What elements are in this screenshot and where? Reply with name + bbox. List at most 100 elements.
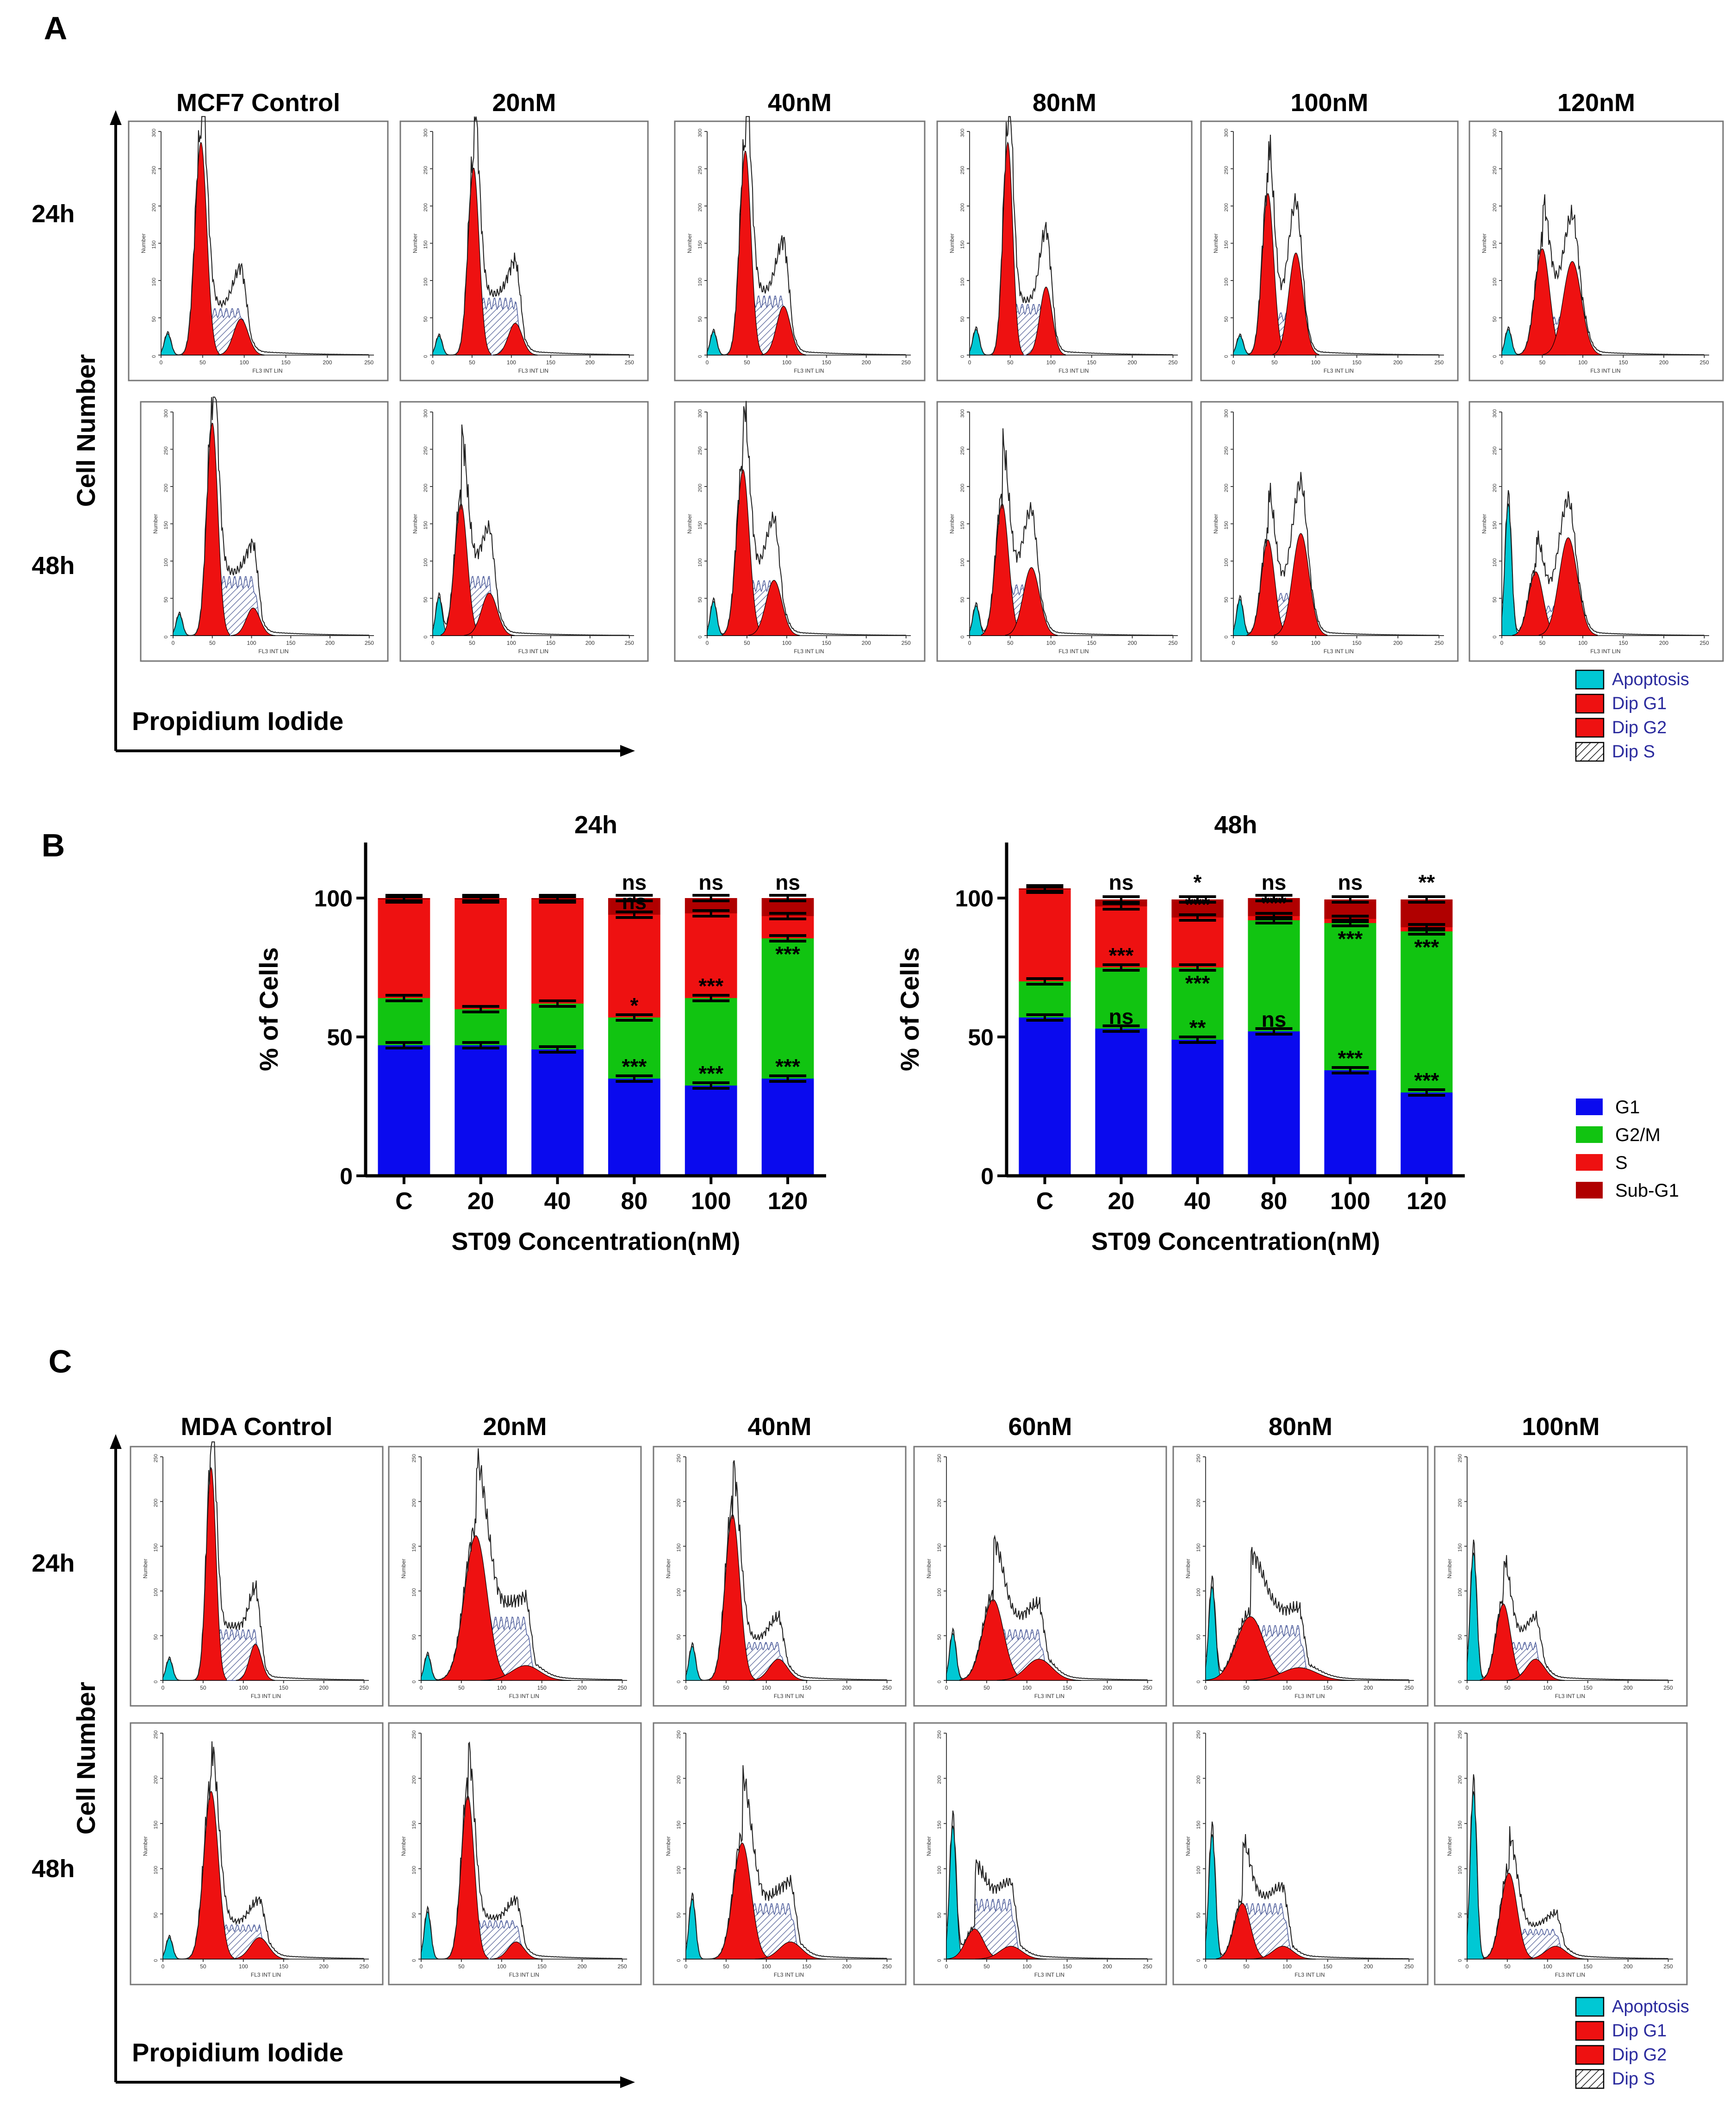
panel-a-column-title: 40nM xyxy=(768,89,832,117)
panel-a-r1c2-y-tick-label: 250 xyxy=(697,446,703,455)
panel-a-r0c1-g2-peak xyxy=(493,323,538,356)
panel-c-r1c0-y-label: Number xyxy=(142,1836,149,1856)
panel-c-r0c3-x-tick-label: 150 xyxy=(1063,1685,1072,1691)
panel-a-r1c5-x-tick-label: 50 xyxy=(1539,640,1546,646)
panel-a-r0c4-y-tick-label: 250 xyxy=(1224,166,1229,174)
panel-c-r0c3-y-tick-label: 250 xyxy=(937,1454,942,1462)
panel-a-r0c4-y-label: Number xyxy=(1213,233,1219,253)
panel-a-r0c2-x-label: FL3 INT LIN xyxy=(794,368,824,374)
panel-c-r0c0-y-tick-label: 0 xyxy=(153,1680,159,1683)
panel-c-legend-swatch xyxy=(1575,2045,1605,2065)
bar-g2-m xyxy=(761,938,814,1079)
panel-c-r1c1-x-label: FL3 INT LIN xyxy=(509,1972,539,1978)
panel-a-r0c4-frame xyxy=(1200,120,1459,381)
panel-c-r0c5-x-tick-label: 100 xyxy=(1543,1685,1552,1691)
panel-a-r0c5-x-tick-label: 50 xyxy=(1539,359,1546,366)
panel-a-r0c4-data-trace xyxy=(1233,134,1439,356)
panel-c-r0c0-y-label: Number xyxy=(142,1559,149,1579)
panel-c-r1c0-data-trace xyxy=(163,1741,364,1960)
panel-a-r1c4-x-tick-label: 50 xyxy=(1271,640,1278,646)
panel-c-legend-swatch xyxy=(1575,1997,1605,2017)
panel-a-r0c0-x-tick-label: 100 xyxy=(240,359,249,366)
panel-c-r1c5-x-tick-label: 50 xyxy=(1504,1963,1511,1970)
panel-c-r1c2-x-tick-label: 100 xyxy=(762,1963,771,1970)
y-tick-label: 50 xyxy=(968,1024,994,1050)
panel-c-r1c2-histogram: 0 50 100 150 200 250 0 50 100 150 200 250 FL3 INT LI… xyxy=(653,1722,907,1985)
panel-a-r1c3-y-tick-label: 0 xyxy=(960,636,965,638)
significance-label: ns xyxy=(1109,870,1134,894)
panel-a-r1c3-y-tick-label: 200 xyxy=(960,484,965,492)
bar-s xyxy=(1171,918,1224,967)
panel-a-r0c4-x-tick-label: 250 xyxy=(1434,359,1444,366)
panel-a-r0c4-y-tick-label: 300 xyxy=(1224,129,1229,137)
panel-c-r0c0-x-tick-label: 50 xyxy=(200,1685,206,1691)
panel-c-r1c5-x-tick-label: 150 xyxy=(1583,1963,1593,1970)
panel-a-r0c1-x-tick-label: 100 xyxy=(507,359,516,366)
significance-label: ns xyxy=(622,870,647,894)
panel-c-r0c2-y-tick-label: 250 xyxy=(676,1454,682,1462)
panel-a-r1c2-x-tick-label: 50 xyxy=(744,640,750,646)
panel-c-r1c4-y-tick-label: 100 xyxy=(1196,1866,1201,1874)
panel-c-r1c5-y-tick-label: 100 xyxy=(1457,1866,1463,1874)
panel-c-r0c4-y-tick-label: 0 xyxy=(1196,1680,1201,1683)
panel-c-r1c4-y-tick-label: 50 xyxy=(1196,1912,1201,1918)
significance-label: ns xyxy=(1109,1005,1134,1029)
bar-g2-m xyxy=(1095,967,1147,1029)
panel-a-r1c1-x-tick-label: 0 xyxy=(431,640,435,646)
panel-c-r1c3-g2-peak xyxy=(975,1946,1047,1960)
panel-a-r1c3-x-tick-label: 250 xyxy=(1168,640,1177,646)
panel-a-r1c3-x-tick-label: 150 xyxy=(1087,640,1096,646)
panel-a-r1c0-data-trace xyxy=(173,396,369,636)
panel-a-legend-swatch xyxy=(1575,693,1605,714)
panel-a-r0c0-x-tick-label: 0 xyxy=(160,359,163,366)
panel-a-r1c5-x-tick-label: 100 xyxy=(1578,640,1587,646)
panel-c-r0c0-x-label: FL3 INT LIN xyxy=(251,1693,281,1699)
panel-a-row-label: 24h xyxy=(31,200,75,228)
panel-a-r0c0-y-tick-label: 250 xyxy=(151,166,157,174)
panel-c-r0c2-histogram: 0 50 100 150 200 250 0 50 100 150 200 250 FL3 INT LI… xyxy=(653,1446,907,1707)
panel-a-r0c4-g2-peak xyxy=(1272,252,1319,356)
panel-a-r0c1-data-trace xyxy=(433,116,629,356)
panel-c-r0c0-y-tick-label: 150 xyxy=(153,1543,159,1552)
panel-c-r0c3-g2-peak xyxy=(996,1659,1081,1681)
significance-label: *** xyxy=(1109,943,1134,967)
panel-a-r0c3-x-tick-label: 0 xyxy=(968,359,971,366)
panel-a-legend-swatch xyxy=(1575,742,1605,762)
panel-a-r0c4-x-tick-label: 50 xyxy=(1271,359,1278,366)
bar-g2-m xyxy=(454,1009,507,1045)
panel-a-r0c4-y-tick-label: 50 xyxy=(1224,316,1229,322)
panel-a-r0c1-y-label: Number xyxy=(412,233,418,253)
significance-label: ** xyxy=(1189,1016,1206,1040)
panel-c-r1c4-y-tick-label: 150 xyxy=(1196,1821,1201,1829)
panel-c-x-axis-title: Propidium Iodide xyxy=(132,2038,343,2067)
panel-c-r1c3-y-tick-label: 50 xyxy=(937,1912,942,1918)
panel-b-legend-label: G2/M xyxy=(1615,1125,1661,1145)
panel-a-r0c3-x-tick-label: 250 xyxy=(1168,359,1177,366)
panel-a-r1c0-y-tick-label: 300 xyxy=(163,409,169,418)
bar-s xyxy=(378,899,430,998)
panel-a-r1c4-y-label: Number xyxy=(1213,514,1219,534)
panel-a-r0c0-x-tick-label: 200 xyxy=(323,359,332,366)
panel-a-r0c1-x-label: FL3 INT LIN xyxy=(518,368,548,374)
panel-c-r1c3-histogram: 0 50 100 150 200 250 0 50 100 150 200 250 FL3 INT LI… xyxy=(913,1722,1167,1985)
panel-a-r0c0-histogram: 0 50 100 150 200 250 300 0 50 100 150 200 250 FL3 INT… xyxy=(128,116,389,381)
panel-a-r0c2-g2-peak xyxy=(761,306,806,356)
panel-c-r1c2-y-tick-label: 50 xyxy=(676,1912,682,1918)
panel-c-r0c5-y-tick-label: 150 xyxy=(1457,1543,1463,1552)
panel-c-r0c1-g1-peak xyxy=(439,1535,513,1681)
panel-a-r1c0-x-tick-label: 250 xyxy=(365,640,374,646)
panel-a-r1c3-histogram: 0 50 100 150 200 250 300 0 50 100 150 200 250 FL3 INT… xyxy=(936,401,1193,662)
panel-a-r1c2-y-tick-label: 150 xyxy=(697,521,703,529)
panel-c-r1c3-x-label: FL3 INT LIN xyxy=(1034,1972,1064,1978)
panel-c-r1c4-x-tick-label: 250 xyxy=(1404,1963,1413,1970)
bar-s xyxy=(531,899,584,1004)
panel-a-letter: A xyxy=(44,10,68,46)
panel-a-r1c1-x-tick-label: 50 xyxy=(469,640,475,646)
x-tick-label: 120 xyxy=(768,1188,808,1215)
panel-c-r0c0-y-tick-label: 100 xyxy=(153,1588,159,1597)
significance-label: *** xyxy=(775,1055,800,1079)
panel-c-r0c1-y-tick-label: 0 xyxy=(411,1680,417,1683)
panel-a-r1c3-x-tick-label: 0 xyxy=(968,640,971,646)
